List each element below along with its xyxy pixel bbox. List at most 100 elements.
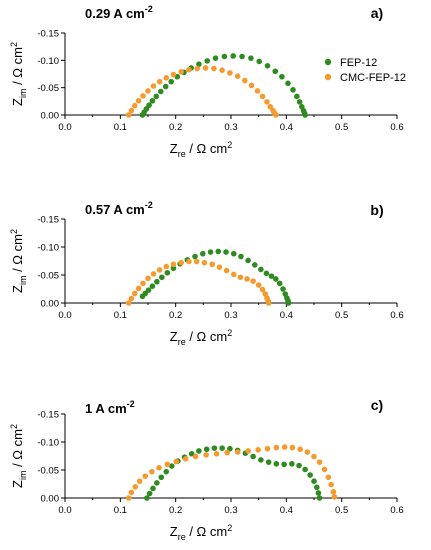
x-tick-label: 0.6: [390, 122, 403, 133]
x-axis-title: Zre / Ω cm2: [170, 140, 232, 159]
data-point: [219, 445, 225, 451]
data-point: [250, 453, 256, 460]
data-point: [163, 75, 170, 81]
y-tick-label: -0.10: [37, 56, 59, 67]
data-point: [296, 462, 302, 469]
data-point: [156, 464, 162, 471]
y-tick-label: -0.10: [37, 243, 59, 254]
data-point: [256, 58, 263, 65]
x-axis-title-main: Z: [170, 524, 178, 539]
data-point: [331, 494, 338, 500]
x-axis-title-sup: 2: [227, 523, 232, 533]
data-point: [135, 97, 142, 104]
data-point: [285, 300, 292, 306]
data-point: [321, 466, 328, 473]
x-tick-label: 0.0: [58, 122, 71, 133]
data-point: [157, 88, 164, 95]
data-point: [178, 259, 184, 266]
data-point: [192, 453, 199, 460]
legend-marker: [324, 73, 332, 81]
x-tick-label: 0.1: [114, 310, 127, 321]
data-point: [259, 286, 266, 293]
panel-label: a): [371, 5, 383, 21]
y-tick-label: 0.00: [41, 299, 60, 310]
y-axis-title-main: Z: [10, 480, 25, 488]
data-point: [255, 282, 262, 288]
data-point: [170, 265, 177, 272]
data-point: [281, 444, 288, 450]
data-point: [163, 263, 170, 270]
data-point: [239, 53, 245, 60]
data-point: [304, 449, 311, 455]
y-axis-title: Zim / Ω cm2: [9, 229, 28, 293]
data-point: [168, 78, 175, 85]
data-point: [196, 448, 202, 454]
legend-marker: [324, 58, 332, 66]
data-point: [128, 295, 135, 302]
x-tick-label: 0.2: [169, 122, 182, 133]
x-tick-label: 0.3: [224, 310, 237, 321]
series-cmc-fep-12: [125, 444, 338, 501]
data-point: [248, 55, 254, 61]
data-point: [245, 257, 251, 264]
data-point: [163, 468, 170, 475]
data-point: [125, 112, 132, 118]
data-point: [145, 287, 152, 293]
y-axis-title-unit: / Ω cm: [10, 429, 25, 471]
x-axis-title: Zre / Ω cm2: [170, 328, 232, 347]
data-point: [207, 249, 214, 255]
data-point: [258, 457, 264, 463]
data-point: [186, 66, 192, 73]
data-point: [153, 93, 160, 100]
legend-label: FEP-12: [340, 57, 377, 69]
x-tick-label: 0.4: [280, 310, 293, 321]
data-point: [311, 453, 317, 460]
x-axis-title-sub: re: [178, 149, 186, 159]
data-point: [193, 258, 200, 265]
y-axis-title: Zim / Ω cm2: [9, 42, 28, 106]
data-point: [125, 300, 132, 306]
data-point: [144, 495, 150, 501]
y-axis-title: Zim / Ω cm2: [9, 424, 28, 488]
y-tick-label: -0.05: [37, 83, 59, 94]
data-point: [131, 102, 138, 109]
data-point: [196, 61, 202, 67]
x-tick-label: 0.5: [335, 122, 348, 133]
data-point: [230, 250, 237, 257]
data-point: [316, 495, 323, 501]
panel-title: 0.57 A cm-2: [85, 200, 153, 217]
data-point: [140, 93, 146, 99]
y-tick-label: -0.15: [37, 215, 59, 226]
data-point: [263, 270, 270, 277]
data-point: [248, 82, 255, 89]
data-point: [211, 65, 217, 72]
panel-a: 0.0 0.1 0.2 0.3 0.4 0.5 0.6 0.00 -0.05 -0.10 -0.15…: [9, 4, 406, 159]
data-point: [273, 461, 280, 467]
data-point: [170, 71, 177, 78]
legend-label: CMC-FEP-12: [340, 72, 406, 84]
y-axis-title-sub: im: [18, 89, 28, 99]
data-point: [237, 274, 244, 281]
y-axis-title-sup: 2: [9, 42, 19, 47]
data-point: [203, 452, 209, 458]
x-tick-label: 0.3: [224, 122, 237, 133]
y-tick-label: 0.00: [41, 111, 60, 122]
data-point: [188, 450, 195, 457]
data-point: [219, 67, 225, 73]
data-point: [125, 495, 132, 501]
data-point: [302, 466, 308, 473]
data-point: [140, 280, 146, 287]
data-point: [273, 112, 279, 118]
series-fep-12: [144, 445, 323, 501]
data-point: [234, 449, 241, 455]
data-point: [136, 478, 143, 485]
data-point: [204, 58, 211, 64]
data-point: [289, 444, 296, 451]
data-point: [265, 459, 272, 465]
panel-c: 0.0 0.1 0.2 0.3 0.4 0.5 0.6 0.00 -0.05 -0.10 -0.15…: [9, 397, 404, 542]
data-point: [276, 280, 283, 287]
panel-title-text: 0.29 A cm: [85, 6, 145, 21]
y-axis-title-unit: / Ω cm: [10, 47, 25, 89]
panel-label: c): [371, 397, 383, 413]
data-point: [128, 489, 135, 496]
